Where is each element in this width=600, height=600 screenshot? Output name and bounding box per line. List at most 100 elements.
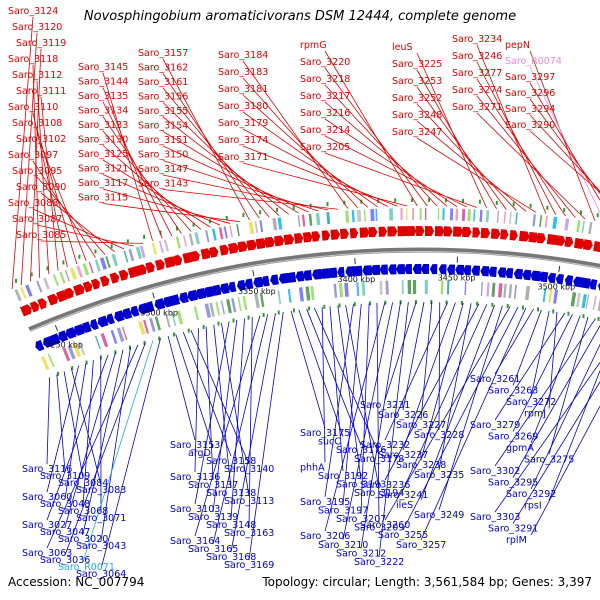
reverse-function-block [553,289,559,304]
forward-gene-label: Saro_3087 [12,214,62,225]
reverse-leader-line [82,340,154,563]
rna-marker [461,198,464,203]
forward-leader-line [529,82,600,201]
reverse-gene-arrow [463,265,472,276]
reverse-gene-label: Saro_3226 [378,410,428,421]
forward-function-block [139,245,146,258]
forward-function-block [442,208,445,221]
forward-function-block [42,277,51,290]
forward-function-block [564,218,570,231]
label-leader-lines [11,16,600,570]
forward-gene-arrow [452,226,464,237]
forward-function-block [135,246,143,260]
forward-gene-label: Saro_3297 [505,72,555,83]
reverse-function-block [491,282,496,297]
reverse-gene-label: Saro_3036 [40,555,90,566]
reverse-gene-arrow [50,333,61,346]
rna-marker [94,249,97,254]
forward-gene-label: Saro_3143 [138,179,188,190]
forward-gene-arrow [47,293,58,306]
reverse-gene-label: sucC [318,437,341,448]
forward-gene-label: Saro_3274 [452,85,502,96]
forward-function-block [205,229,210,243]
reverse-gene-label: Saro_3083 [76,485,126,496]
forward-gene-arrow [321,230,331,241]
forward-function-block [356,209,362,222]
reverse-gene-arrow [505,267,514,279]
reverse-function-block [78,341,86,356]
forward-function-block [259,220,264,233]
scale-label: 3400 kbp [338,275,376,284]
rna-marker [563,207,566,212]
reverse-gene-label: Saro_3222 [354,557,404,568]
forward-leader-line [416,103,517,211]
reverse-gene-label: Saro_3241 [378,490,428,501]
scale-tick [558,265,561,272]
reverse-gene-arrow [203,286,215,298]
reverse-gene-arrow [65,327,77,339]
reverse-function-block [524,285,531,301]
forward-gene-arrow [480,227,491,239]
scale-label: 3300 kbp [140,309,178,318]
forward-gene-label: Saro_3108 [12,118,62,129]
rna-marker [172,332,175,337]
reverse-function-block [424,280,428,295]
forward-gene-arrow [237,241,248,253]
forward-gene-arrow [339,228,349,240]
reverse-leader-line [298,309,344,437]
forward-gene-label: Saro_3180 [218,101,268,112]
rna-marker [552,309,555,314]
forward-gene-arrow [145,261,155,274]
scale-label: 3250 kbp [45,341,83,350]
reverse-function-block [259,292,265,308]
forward-function-block [211,228,217,241]
forward-gene-label: Saro_3090 [16,182,66,193]
reverse-leader-line [46,377,50,465]
forward-function-block [473,209,476,222]
forward-gene-arrow [500,229,509,240]
rna-marker [217,321,220,326]
forward-gene-arrow [118,269,129,281]
reverse-gene-label: Saro_3195 [300,497,350,508]
forward-gene-arrow [330,229,341,240]
reverse-gene-label: Saro_3071 [76,513,126,524]
forward-function-block [223,226,228,239]
reverse-gene-label: Saro_3269 [488,432,538,443]
forward-gene-label: Saro_3125 [78,149,128,160]
reverse-gene-arrow [253,276,264,288]
forward-gene-arrow [302,231,313,243]
genome-backbone-highlight [29,251,600,332]
reverse-function-block [110,329,118,344]
reverse-leader-line [530,315,581,444]
reverse-gene-label: Saro_3064 [76,569,126,580]
reverse-function-block [176,310,184,325]
reverse-gene-label: Saro_3140 [224,464,274,475]
reverse-function-block [204,303,212,318]
reverse-gene-arrow [488,266,497,277]
reverse-leader-line [100,338,161,570]
reverse-function-block [407,280,412,295]
forward-leader-line [242,60,349,209]
forward-leader-line [162,189,339,210]
forward-gene-arrow [72,283,85,296]
rna-marker [176,226,179,231]
reverse-gene-label: Saro_3020 [58,534,108,545]
forward-gene-label: Saro_3147 [138,164,188,175]
forward-gene-label: Saro_3294 [505,104,555,115]
reverse-leader-line [46,354,109,521]
reverse-gene-arrow [211,284,222,296]
forward-function-block [59,271,66,284]
reverse-gene-label: Saro_3068 [58,506,108,517]
rna-marker [99,355,102,360]
reverse-gene-label: Saro_3227 [396,420,446,431]
reverse-function-block [298,287,304,302]
rna-marker [71,366,74,371]
forward-function-block [412,208,415,221]
reverse-leader-line [324,302,386,532]
reverse-leader-line [360,302,401,549]
forward-gene-arrow [209,246,219,258]
reverse-gene-label: Saro_3084 [58,478,108,489]
rna-marker [292,308,295,313]
reverse-function-block [242,295,248,311]
